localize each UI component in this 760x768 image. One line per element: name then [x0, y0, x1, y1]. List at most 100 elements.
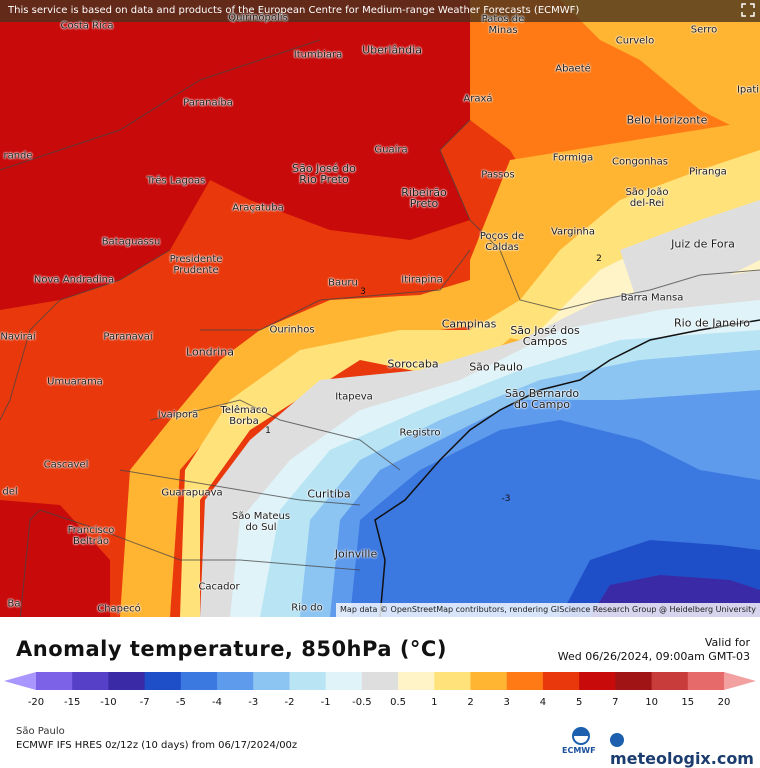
- colorbar-tick-label: 7: [612, 697, 619, 708]
- city-label: Campinas: [441, 317, 497, 331]
- colorbar-tick-label: 4: [539, 697, 547, 708]
- colorbar-swatch: [361, 672, 399, 690]
- colorbar-swatch: [36, 672, 73, 690]
- legend-title: Anomaly temperature, 850hPa (°C): [16, 637, 447, 661]
- contour-label: 1: [265, 426, 271, 436]
- valid-label: Valid for: [704, 636, 750, 649]
- city-label: Congonhas: [612, 156, 668, 168]
- city-label: São Paulo: [469, 360, 523, 374]
- city-label: São José dos Campos: [510, 324, 580, 348]
- city-label: Itirapina: [401, 274, 443, 286]
- city-label: Piranga: [689, 166, 727, 178]
- city-label: Chapecó: [97, 603, 141, 615]
- city-label: Guaíra: [374, 144, 408, 156]
- colorbar-swatch: [579, 672, 616, 690]
- city-label: Curvelo: [615, 35, 655, 47]
- colorbar-tick-label: 0.5: [390, 697, 407, 708]
- colorbar-swatch: [217, 672, 254, 690]
- city-label: Ipati: [736, 84, 760, 96]
- colorbar-swatch: [651, 672, 689, 690]
- colorbar-tick-label: 3: [503, 697, 510, 708]
- city-label: Bataguassu: [101, 236, 161, 248]
- city-label: Patos de Minas: [481, 14, 525, 36]
- colorbar-swatch: [542, 672, 580, 690]
- city-label: Rio de Janeiro: [674, 316, 750, 330]
- city-label: Ivaiporã: [157, 409, 199, 421]
- city-label: Ba: [7, 598, 21, 610]
- colorbar-tick-label: -20: [27, 697, 45, 708]
- city-label: Registro: [399, 427, 441, 439]
- expand-icon[interactable]: [740, 2, 756, 18]
- city-label: Varginha: [550, 226, 596, 238]
- city-label: Cascavel: [43, 459, 89, 471]
- meteologix-logo[interactable]: meteologix.com: [610, 730, 760, 768]
- city-label: Serro: [690, 24, 718, 36]
- city-label: Paranavaí: [103, 331, 153, 343]
- colorbar-tick-label: -3: [248, 697, 259, 708]
- ecmwf-logo-icon: [572, 727, 590, 745]
- colorbar-swatch: [325, 672, 363, 690]
- colorbar-tick-label: 5: [575, 697, 583, 708]
- meteologix-logo-icon: [610, 733, 624, 747]
- meteologix-brand: meteologix.com: [610, 749, 754, 768]
- colorbar-tick-label: -0.5: [352, 697, 372, 708]
- city-label: Umuarama: [47, 376, 103, 388]
- colorbar-swatch: [615, 672, 653, 690]
- ecmwf-notice: This service is based on data and produc…: [0, 0, 760, 22]
- colorbar-swatch: [470, 672, 508, 690]
- city-label: Itumbiara: [293, 49, 343, 61]
- colorbar-tick-label: -1: [320, 697, 331, 708]
- city-label: São José do Rio Preto: [292, 162, 356, 186]
- city-label: Formiga: [552, 152, 594, 164]
- colorbar-tick-label: 20: [717, 697, 731, 708]
- city-label: Nova Andradina: [33, 274, 115, 286]
- city-label: rande: [3, 150, 33, 162]
- city-label: Telêmaco Borba: [220, 405, 268, 427]
- region-label: São Paulo: [16, 726, 65, 737]
- colorbar-tick-label: -15: [64, 697, 81, 708]
- colorbar-tick-label: 2: [467, 697, 474, 708]
- valid-date: Wed 06/26/2024, 09:00am GMT-03: [557, 650, 750, 663]
- city-label: Bauru: [328, 277, 358, 289]
- city-label: Naviraí: [0, 331, 36, 343]
- colorbar-swatch: [144, 672, 182, 690]
- colorbar-swatch: [687, 672, 725, 690]
- colorbar-tick-label: 1: [431, 697, 438, 708]
- colorbar-swatch: [180, 672, 218, 690]
- anomaly-temperature-map[interactable]: [0, 0, 760, 617]
- colorbar-max-arrow: [724, 672, 756, 690]
- contour-label: 2: [596, 254, 602, 264]
- colorbar-swatch: [398, 672, 435, 690]
- city-label: Francisco Beltrão: [67, 525, 115, 547]
- city-label: Presidente Prudente: [169, 254, 223, 276]
- colorbar-tick-label: -2: [284, 697, 295, 708]
- city-label: Rio do: [291, 602, 323, 614]
- city-label: Poços de Caldas: [479, 231, 525, 253]
- city-label: Itapeva: [335, 391, 373, 403]
- city-label: Passos: [481, 169, 515, 181]
- city-label: Uberlândia: [362, 43, 422, 57]
- city-label: Curitiba: [307, 487, 351, 501]
- city-label: São Mateus do Sul: [231, 511, 291, 533]
- city-label: Juiz de Fora: [671, 237, 735, 251]
- colorbar-swatch: [289, 672, 327, 690]
- city-label: Ourinhos: [269, 324, 315, 336]
- city-label: Paranaíba: [183, 97, 233, 109]
- city-label: Cacador: [198, 581, 240, 593]
- city-label: del: [2, 486, 18, 498]
- city-label: São João del-Rei: [625, 187, 669, 209]
- colorbar-tick-label: -5: [175, 697, 186, 708]
- colorbar-swatch: [108, 672, 146, 690]
- city-label: Sorocaba: [387, 357, 439, 371]
- city-label: Três Lagoas: [146, 175, 206, 187]
- city-label: Araçatuba: [232, 202, 284, 214]
- city-label: Ribeirão Preto: [401, 186, 447, 210]
- colorbar-tick-label: 15: [681, 697, 695, 708]
- city-label: Belo Horizonte: [626, 113, 708, 127]
- ecmwf-logo-text: ECMWF: [562, 746, 596, 755]
- colorbar-swatch: [72, 672, 109, 690]
- colorbar-tick-label: -10: [100, 697, 117, 708]
- city-label: Quirinópolis: [228, 12, 288, 24]
- city-label: Abaeté: [555, 63, 591, 75]
- colorbar-min-arrow: [4, 672, 36, 690]
